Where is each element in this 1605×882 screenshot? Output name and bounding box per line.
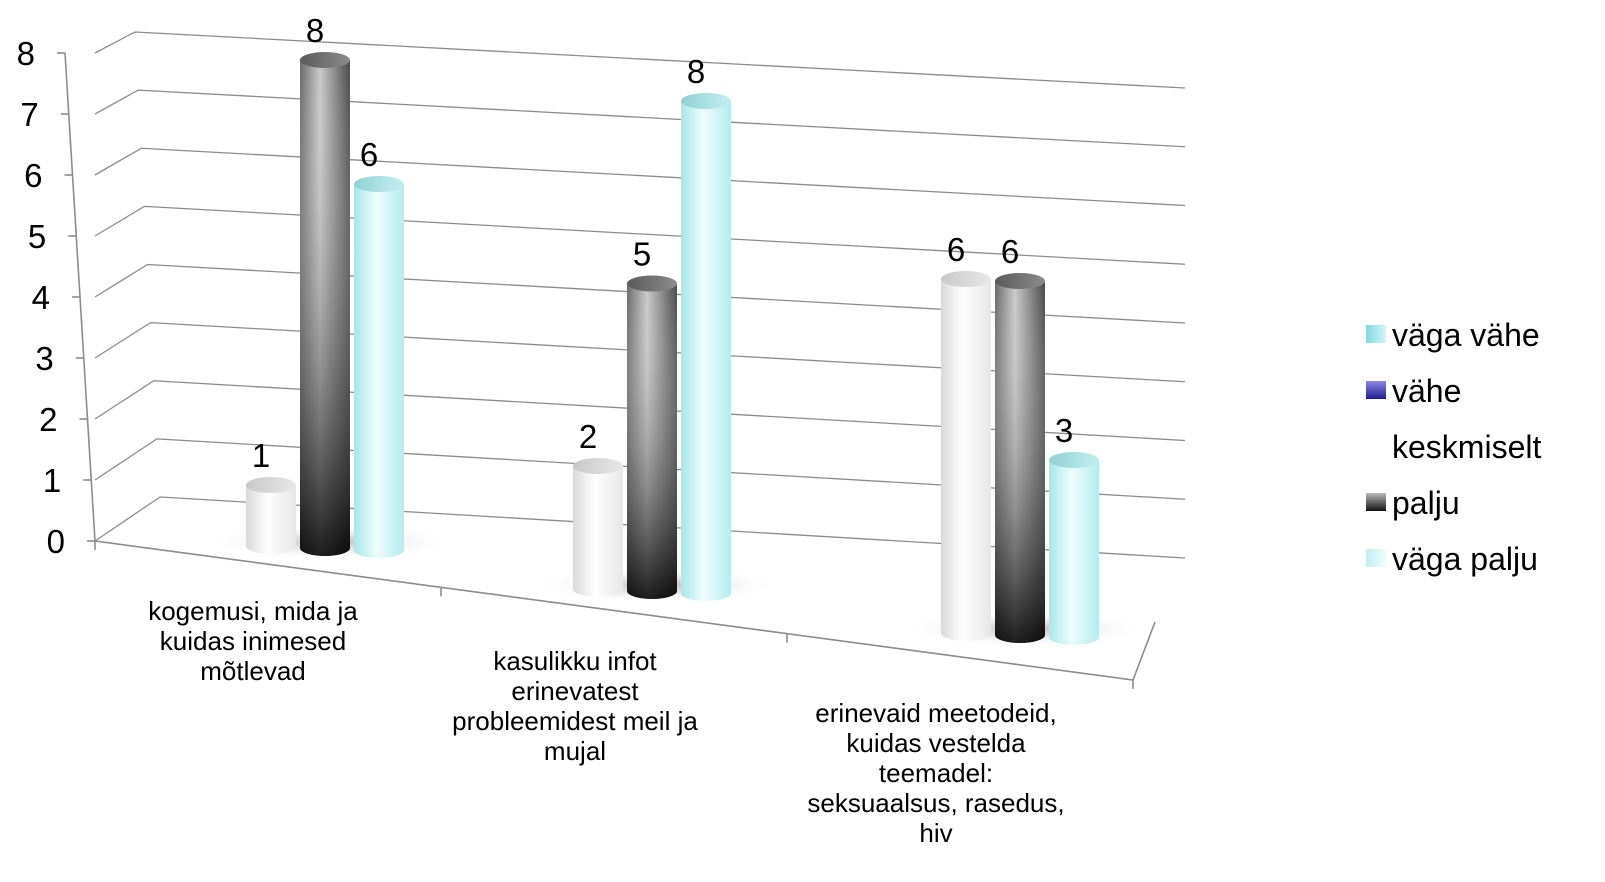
gridline — [94, 205, 1186, 265]
data-label: 2 — [579, 418, 597, 455]
category-label: kasulikku infot erinevatest probleemidest … — [452, 646, 698, 766]
bar — [1049, 452, 1099, 645]
gridline — [94, 496, 1186, 559]
category-label: erinevaid meetodeid, kuidas vestelda teema… — [807, 698, 1064, 848]
data-label: 8 — [687, 53, 705, 90]
y-tick-label: 0 — [47, 523, 65, 560]
bar-body — [941, 279, 991, 641]
legend-item: keskmiselt — [1392, 429, 1541, 465]
bar-top — [681, 93, 731, 109]
chart-walls — [57, 31, 1186, 689]
gridline — [94, 380, 1186, 442]
category-labels: kogemusi, mida ja kuidas inimesed mõtlevad… — [148, 596, 1064, 848]
gridline — [94, 31, 1186, 89]
data-label: 5 — [633, 236, 651, 273]
bar — [246, 477, 296, 554]
bar-top — [995, 273, 1045, 289]
legend-label: väga palju — [1392, 541, 1538, 577]
data-label: 6 — [947, 231, 965, 268]
bar-top — [627, 275, 677, 292]
legend-swatch — [1366, 493, 1386, 511]
y-tick-label: 4 — [32, 279, 50, 316]
y-tick-label: 8 — [17, 35, 35, 72]
bar — [681, 93, 731, 601]
bar — [941, 271, 991, 641]
y-tick-label: 3 — [35, 340, 53, 377]
bar-top — [1049, 452, 1099, 468]
y-tick-label: 7 — [20, 96, 38, 133]
bar-top — [246, 477, 296, 493]
data-label: 3 — [1055, 412, 1073, 449]
gridline — [94, 321, 1186, 383]
bar-shade — [995, 281, 1045, 643]
bar — [995, 273, 1045, 643]
legend-swatch — [1366, 325, 1386, 343]
y-tick-label: 2 — [39, 401, 57, 438]
gridline — [94, 147, 1186, 207]
legend-item: väga vähe — [1366, 317, 1540, 353]
legend-label: palju — [1392, 485, 1460, 521]
bar-top — [300, 52, 350, 68]
bar-body — [573, 466, 623, 597]
y-tick-label: 5 — [28, 218, 46, 255]
data-label: 6 — [1001, 233, 1019, 270]
legend-label: vähe — [1392, 373, 1461, 409]
bars — [246, 52, 1099, 645]
bar — [300, 52, 350, 556]
bar-top — [941, 271, 991, 287]
category-label: kogemusi, mida ja kuidas inimesed mõtlevad — [148, 596, 358, 686]
bar-body — [354, 184, 404, 558]
bar — [354, 176, 404, 558]
legend-item: palju — [1366, 485, 1460, 521]
data-label: 8 — [306, 12, 324, 49]
y-tick-label: 6 — [24, 157, 42, 194]
bar-body — [681, 101, 731, 601]
bar — [627, 275, 677, 599]
bar-body — [1049, 460, 1099, 645]
legend-item: vähe — [1366, 373, 1461, 409]
bar — [573, 458, 623, 597]
bar-body — [246, 485, 296, 554]
legend-label: väga vähe — [1392, 317, 1540, 353]
gridline — [94, 438, 1186, 500]
legend-swatch — [1366, 381, 1386, 399]
data-label: 1 — [252, 437, 270, 474]
y-tick-label: 1 — [43, 462, 61, 499]
gridline — [94, 263, 1186, 324]
bar-top — [573, 458, 623, 474]
legend: väga vähe vähe keskmiselt palju väga palju — [1366, 317, 1541, 577]
bar-shade — [627, 283, 677, 599]
bar-top — [354, 176, 404, 192]
y-axis-ticks: 0 1 2 3 4 5 6 7 8 — [17, 35, 65, 560]
bar-shade — [300, 60, 350, 556]
legend-swatch — [1366, 549, 1386, 567]
gridline — [94, 89, 1186, 148]
data-label: 6 — [360, 136, 378, 173]
legend-item: väga palju — [1366, 541, 1538, 577]
legend-label: keskmiselt — [1392, 429, 1541, 465]
